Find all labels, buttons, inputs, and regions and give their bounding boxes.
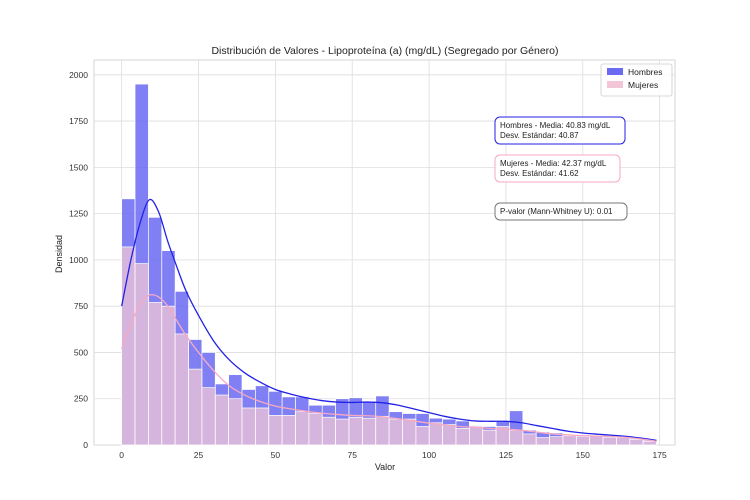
bar-mujeres — [602, 437, 617, 446]
kde-line-mujeres — [121, 293, 657, 442]
y-tick-label: 0 — [83, 440, 88, 450]
annotation-mujeres-line-1: Mujeres - Media: 42.37 mg/dL — [500, 159, 607, 168]
annotation-hombres-stats: Hombres - Media: 40.83 mg/dL Desv. Están… — [494, 116, 626, 145]
legend-label-mujeres: Mujeres — [628, 80, 658, 90]
y-tick-label: 1500 — [69, 162, 88, 172]
annotation-mujeres-stats: Mujeres - Media: 42.37 mg/dL Desv. Están… — [494, 154, 621, 183]
bar-mujeres — [455, 427, 470, 446]
legend-swatch-mujeres — [607, 81, 623, 88]
bar-mujeres — [295, 411, 310, 446]
annotation-p-value-line: P-valor (Mann-Whitney U): 0.01 — [500, 207, 613, 216]
bar-mujeres — [575, 436, 591, 446]
x-tick-label: 125 — [499, 450, 513, 460]
x-tick-label: 50 — [271, 450, 281, 460]
annotation-mujeres-box — [494, 154, 621, 183]
y-axis-label: Densidad — [54, 235, 64, 273]
bar-mujeres — [214, 394, 229, 446]
bar-mujeres — [535, 437, 550, 446]
bar-mujeres — [589, 435, 604, 446]
bar-mujeres — [268, 415, 283, 446]
y-tick-label: 1000 — [69, 255, 88, 265]
annotation-hombres-line-2: Desv. Estándar: 40.87 — [500, 131, 579, 140]
y-tick-label: 1250 — [69, 209, 88, 219]
annotation-mujeres-line-2: Desv. Estándar: 41.62 — [500, 169, 579, 178]
legend-label-hombres: Hombres — [628, 67, 662, 77]
chart-title: Distribución de Valores - Lipoproteína (… — [211, 45, 558, 57]
legend-swatch-hombres — [607, 68, 623, 75]
bar-mujeres — [308, 413, 323, 446]
annotation-p-value-box — [494, 202, 628, 221]
legend: Hombres Mujeres — [600, 63, 673, 97]
bar-mujeres — [522, 433, 537, 446]
bar-mujeres — [161, 305, 176, 446]
kde-line-hombres — [121, 198, 657, 442]
bar-mujeres — [442, 424, 457, 446]
bar-mujeres — [148, 302, 163, 446]
bar-mujeres — [321, 416, 336, 446]
annotation-p-value: P-valor (Mann-Whitney U): 0.01 — [494, 202, 628, 221]
bar-mujeres — [348, 416, 363, 446]
bar-mujeres — [482, 429, 497, 446]
bar-mujeres — [415, 426, 430, 446]
bar-mujeres — [428, 422, 443, 446]
bar-mujeres — [509, 429, 524, 446]
bar-mujeres — [562, 435, 577, 446]
x-tick-label: 175 — [653, 450, 667, 460]
bar-mujeres — [281, 415, 296, 446]
bar-mujeres — [642, 440, 657, 446]
bar-mujeres — [121, 246, 136, 446]
annotation-hombres-box — [494, 116, 626, 145]
y-tick-label: 500 — [74, 347, 88, 357]
bar-mujeres — [241, 407, 256, 446]
bar-mujeres — [174, 333, 189, 446]
bar-mujeres — [402, 418, 417, 446]
bar-mujeres — [388, 418, 403, 446]
x-axis-label: Valor — [375, 462, 395, 472]
bar-mujeres — [134, 263, 149, 446]
y-tick-label: 750 — [74, 301, 88, 311]
bar-mujeres — [629, 439, 644, 446]
y-tick-label: 1750 — [69, 116, 88, 126]
x-tick-label: 150 — [576, 450, 590, 460]
x-tick-label: 100 — [422, 450, 436, 460]
y-tick-label: 250 — [74, 394, 88, 404]
bar-mujeres — [362, 417, 377, 446]
annotation-hombres-line-1: Hombres - Media: 40.83 mg/dL — [500, 121, 611, 130]
bar-mujeres — [255, 407, 270, 446]
y-tick-label: 2000 — [69, 70, 88, 80]
bar-mujeres — [188, 368, 203, 446]
x-tick-label: 75 — [347, 450, 357, 460]
bar-mujeres — [468, 426, 484, 446]
x-tick-label: 25 — [194, 450, 204, 460]
bar-mujeres — [228, 398, 243, 446]
bar-mujeres — [549, 436, 564, 446]
bar-mujeres — [616, 437, 631, 446]
bar-mujeres — [201, 387, 216, 446]
bar-mujeres — [335, 418, 350, 446]
x-tick-label: 0 — [119, 450, 124, 460]
bar-mujeres — [375, 415, 390, 446]
